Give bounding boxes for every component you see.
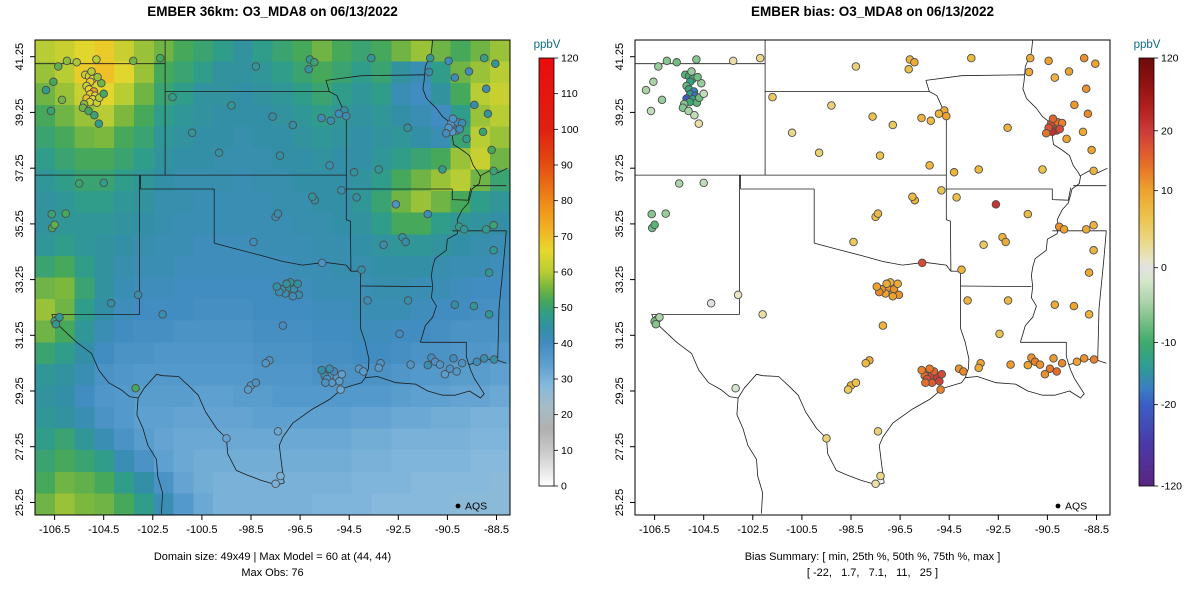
svg-text:-92.5: -92.5: [386, 524, 411, 536]
bias-panel-title: EMBER bias: O3_MDA8 on 06/13/2022: [750, 4, 995, 19]
svg-text:-90.5: -90.5: [1035, 524, 1060, 536]
model-panel: EMBER 36km: O3_MDA8 on 06/13/2022 -106.5…: [14, 4, 579, 579]
x-axis: -106.5 -104.5 -102.5 -100.5 -98.5 -96.5 -94.5 -…: [639, 515, 1109, 536]
svg-text:-88.5: -88.5: [484, 524, 509, 536]
svg-text:33.25: 33.25: [14, 266, 26, 294]
svg-text:27.25: 27.25: [14, 433, 26, 461]
colorbar-units-label: ppbV: [1134, 39, 1161, 51]
svg-text:90: 90: [561, 160, 573, 172]
y-axis: 25.25 27.25 29.25 31.25 33.25 35.25 37.25 39.25…: [14, 43, 35, 516]
aqs-legend: AQS: [1055, 501, 1087, 513]
svg-text:110: 110: [561, 88, 578, 100]
bias-map-plot: -106.5 -104.5 -102.5 -100.5 -98.5 -96.5 -94.5 -…: [614, 39, 1183, 536]
model-caption-maxobs: Max Obs: 76: [241, 567, 304, 579]
svg-text:-94.5: -94.5: [937, 524, 962, 536]
svg-text:-88.5: -88.5: [1084, 524, 1109, 536]
svg-text:-104.5: -104.5: [88, 524, 119, 536]
svg-text:25.25: 25.25: [14, 489, 26, 517]
svg-text:120: 120: [561, 53, 579, 65]
obs-points: [641, 53, 1100, 489]
model-map-plot: -106.5 -104.5 -102.5 -100.5 -98.5 -96.5 -94.5 -…: [14, 39, 579, 536]
svg-text:-104.5: -104.5: [688, 524, 719, 536]
svg-text:80: 80: [561, 195, 573, 207]
plot-box: [34, 39, 511, 516]
svg-text:-90.5: -90.5: [435, 524, 460, 536]
model-panel-title: EMBER 36km: O3_MDA8 on 06/13/2022: [147, 4, 398, 19]
svg-text:31.25: 31.25: [614, 322, 626, 350]
svg-text:70: 70: [561, 231, 573, 243]
svg-text:20: 20: [1161, 125, 1173, 137]
svg-text:120: 120: [1161, 53, 1179, 65]
svg-text:37.25: 37.25: [14, 154, 26, 182]
svg-text:50: 50: [561, 302, 573, 314]
svg-text:33.25: 33.25: [614, 266, 626, 294]
svg-text:-106.5: -106.5: [639, 524, 670, 536]
x-axis: -106.5 -104.5 -102.5 -100.5 -98.5 -96.5 -94.5 -…: [39, 515, 509, 536]
svg-text:-98.5: -98.5: [838, 524, 863, 536]
svg-text:30: 30: [561, 374, 573, 386]
svg-text:41.25: 41.25: [14, 43, 26, 71]
svg-text:37.25: 37.25: [614, 154, 626, 182]
svg-text:39.25: 39.25: [614, 99, 626, 127]
svg-text:10: 10: [561, 445, 573, 457]
colorbar: ppbV 0 10 20 30 40 50 60 70 80 90 100 110 120: [534, 39, 579, 493]
svg-text:-10: -10: [1161, 337, 1176, 349]
svg-text:10: 10: [1161, 185, 1173, 197]
svg-text:-96.5: -96.5: [888, 524, 913, 536]
svg-text:31.25: 31.25: [14, 322, 26, 350]
svg-text:-102.5: -102.5: [137, 524, 168, 536]
svg-text:29.25: 29.25: [14, 377, 26, 405]
bias-caption-summary-values: [ -22, 1.7, 7.1, 11, 25 ]: [806, 567, 939, 579]
state-borders: [635, 40, 1108, 514]
state-borders: [35, 40, 508, 514]
svg-text:35.25: 35.25: [14, 210, 26, 238]
svg-text:-92.5: -92.5: [986, 524, 1011, 536]
svg-text:-98.5: -98.5: [238, 524, 263, 536]
svg-text:-120: -120: [1161, 481, 1182, 493]
svg-text:35.25: 35.25: [614, 210, 626, 238]
svg-text:-20: -20: [1161, 399, 1176, 411]
svg-text:-102.5: -102.5: [737, 524, 768, 536]
svg-text:39.25: 39.25: [14, 99, 26, 127]
svg-text:60: 60: [561, 267, 573, 279]
svg-text:40: 40: [561, 338, 573, 350]
bias-caption-summary-header: Bias Summary: [ min, 25th %, 50th %, 75t…: [744, 551, 1001, 563]
svg-text:29.25: 29.25: [614, 377, 626, 405]
svg-text:-100.5: -100.5: [186, 524, 217, 536]
colorbar-units-label: ppbV: [534, 39, 561, 51]
svg-text:0: 0: [561, 481, 567, 493]
svg-text:-106.5: -106.5: [39, 524, 70, 536]
svg-text:AQS: AQS: [465, 501, 487, 513]
svg-text:0: 0: [1161, 262, 1167, 274]
svg-text:25.25: 25.25: [614, 489, 626, 517]
svg-text:AQS: AQS: [1065, 501, 1087, 513]
svg-text:41.25: 41.25: [614, 43, 626, 71]
aqs-legend: AQS: [455, 501, 487, 513]
svg-text:-94.5: -94.5: [337, 524, 362, 536]
model-caption-domain: Domain size: 49x49 | Max Model = 60 at (…: [153, 551, 392, 563]
y-axis: 25.25 27.25 29.25 31.25 33.25 35.25 37.25 39.25…: [614, 43, 635, 516]
obs-points: [41, 53, 500, 489]
model-raster: [35, 40, 511, 516]
svg-text:100: 100: [561, 124, 579, 136]
svg-text:-96.5: -96.5: [288, 524, 313, 536]
plot-box: [634, 39, 1111, 516]
svg-text:-100.5: -100.5: [786, 524, 817, 536]
bias-panel: EMBER bias: O3_MDA8 on 06/13/2022 -106.5…: [600, 0, 1200, 600]
svg-text:20: 20: [561, 409, 573, 421]
svg-text:27.25: 27.25: [614, 433, 626, 461]
